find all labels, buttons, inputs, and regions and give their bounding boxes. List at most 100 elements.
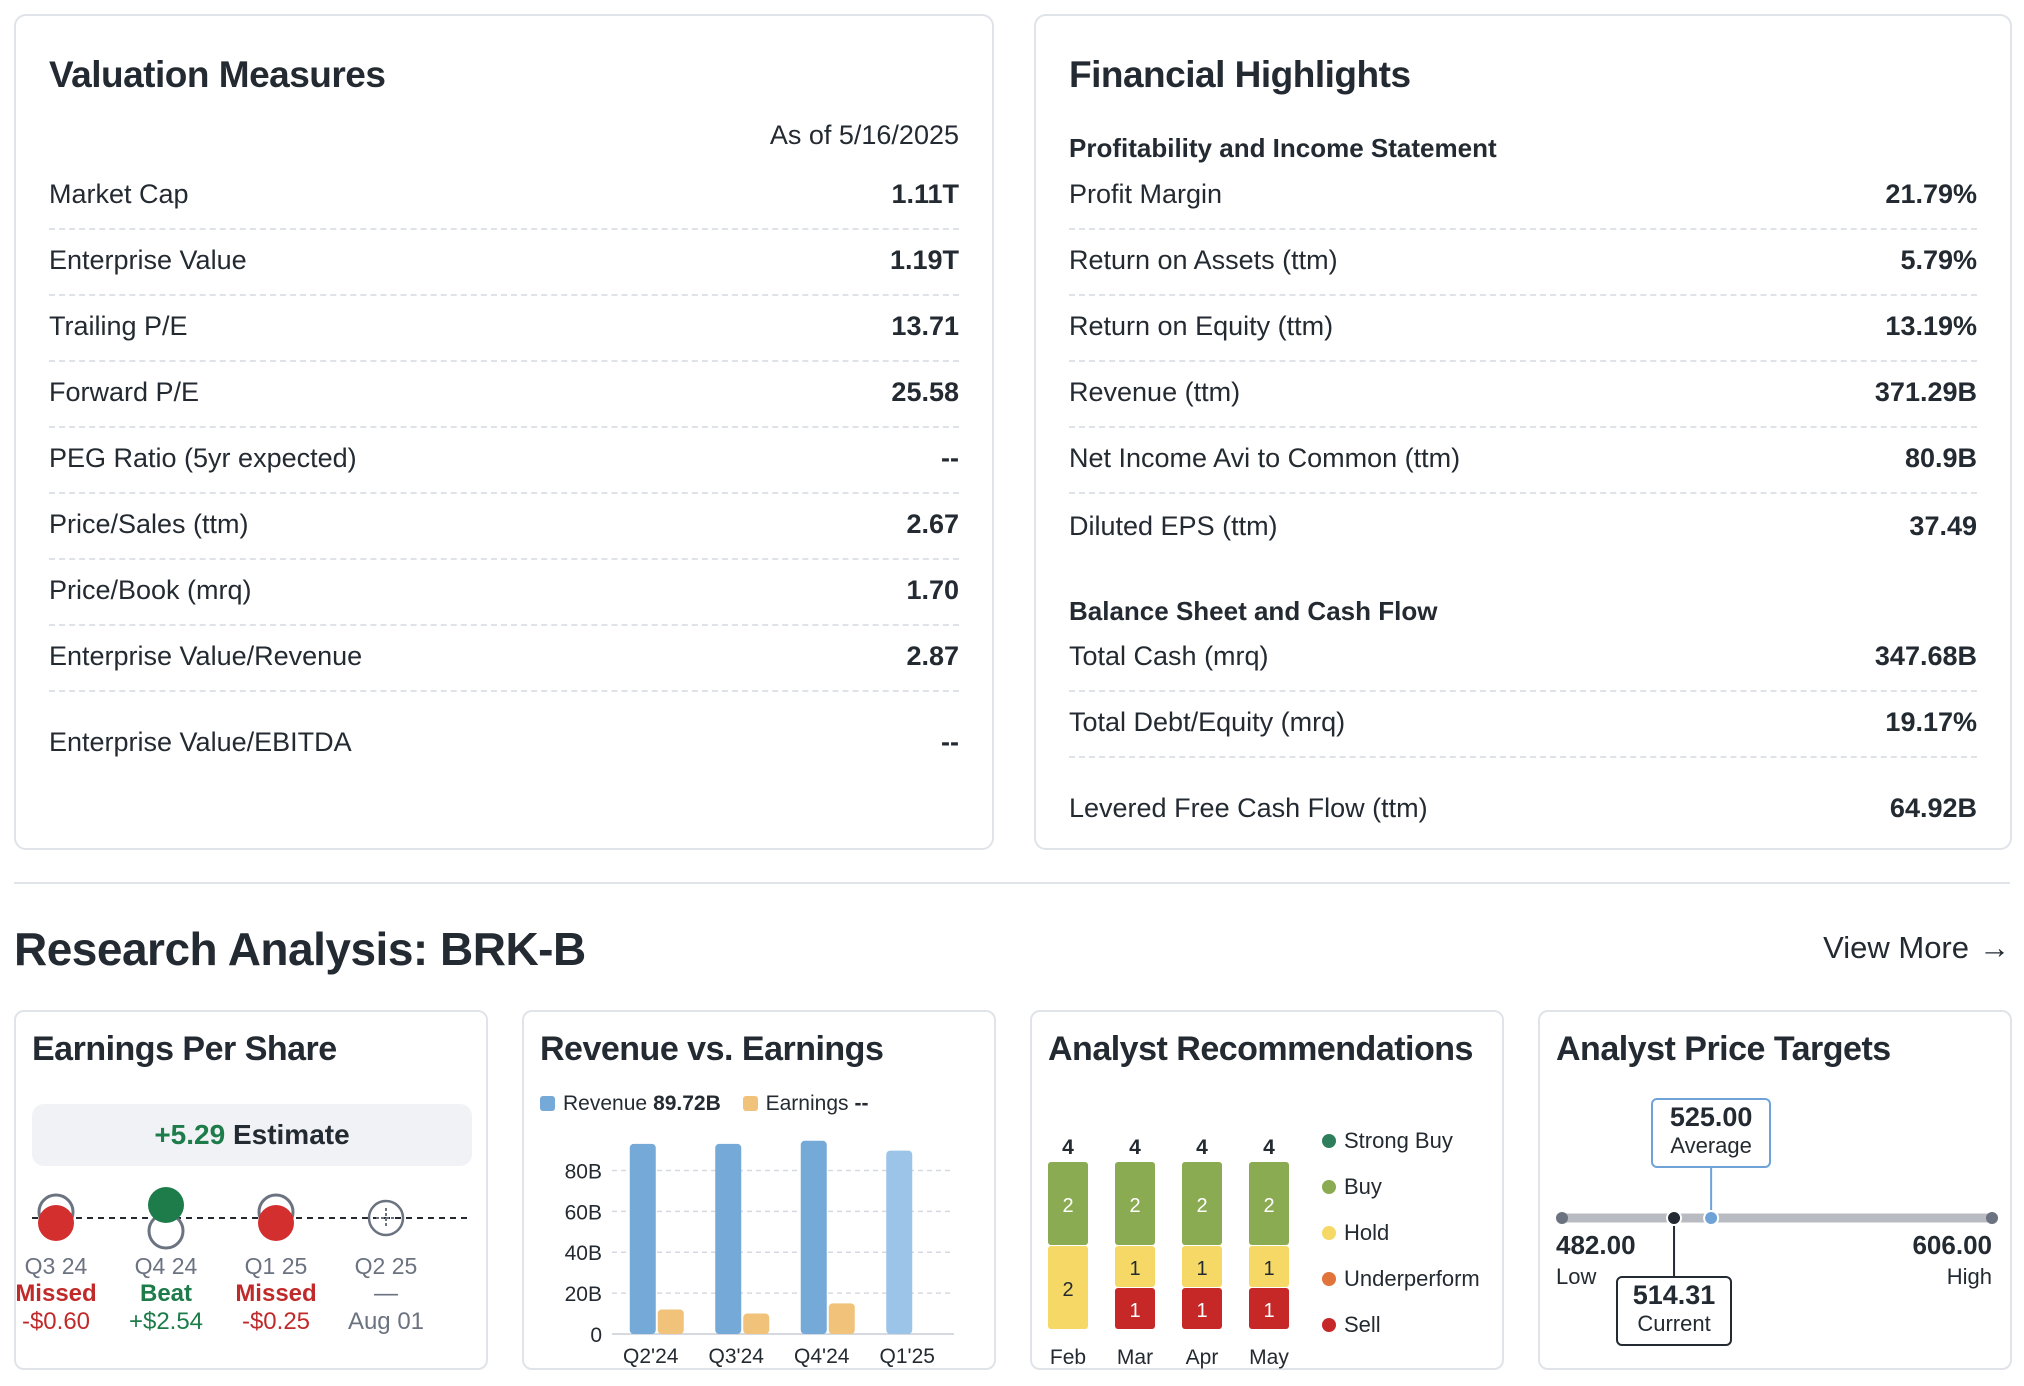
revenue-bar [715,1143,742,1334]
segment-value: 2 [1196,1195,1207,1217]
earnings-bar [657,1309,684,1334]
bar-total: 4 [1263,1136,1275,1159]
legend-revenue-label: Revenue [563,1092,648,1115]
low-target-value: 482.00 [1556,1230,1636,1260]
row-value: 13.71 [891,311,959,341]
bar-total: 4 [1129,1136,1141,1159]
analyst-recommendations-card[interactable]: Analyst Recommendations 2 2 4 Feb 1 1 2 4 Mar 1 1 2… [1030,1010,1504,1370]
row-label: Enterprise Value/Revenue [49,641,363,671]
data-row: Profit Margin 21.79% [1069,164,1977,230]
y-tick-label: 60B [565,1201,602,1224]
legend-dot [1322,1272,1336,1286]
analyst-recs-legend: Strong Buy Buy Hold Underperform Sell [1322,1118,1480,1348]
row-value: 80.9B [1904,443,1977,473]
stack-segment [1048,1162,1088,1245]
eps-estimate-label: Estimate [232,1119,350,1150]
row-label: PEG Ratio (5yr expected) [49,443,357,473]
eps-amount: +$2.54 [128,1308,204,1335]
high-marker [1986,1212,1998,1224]
row-value: 19.17% [1885,707,1977,737]
legend-item: Sell [1322,1302,1480,1348]
stack-segment [1115,1288,1155,1329]
revenue-earnings-chart: 0 20B 40B 60B 80B Q2'24 Q3'24 Q4'24 Q1'25 [565,1140,954,1368]
x-tick-label: Q1'25 [880,1345,935,1368]
eps-quarter-label: Q3 24 [24,1253,88,1279]
earnings-bar [743,1313,770,1334]
month-label: Feb [1050,1346,1086,1369]
legend-item: Underperform [1322,1256,1480,1302]
high-target: 606.00 High [1896,1230,1992,1292]
segment-value: 1 [1263,1258,1274,1280]
eps-quarter-label: Q1 25 [244,1253,308,1279]
average-target-box: 525.00 Average [1651,1098,1772,1168]
actual-beat-dot [148,1187,184,1223]
row-label: Levered Free Cash Flow (ttm) [1069,793,1428,823]
arrow-right-icon: → [1979,930,2010,965]
row-value: 347.68B [1874,641,1977,671]
row-label: Forward P/E [49,377,200,407]
eps-amount: -$0.60 [21,1308,91,1335]
legend-item: Hold [1322,1210,1480,1256]
data-row: Price/Sales (ttm) 2.67 [49,494,959,560]
legend-label: Sell [1344,1312,1381,1337]
row-value: 37.49 [1909,511,1977,541]
row-label: Price/Sales (ttm) [49,509,249,539]
profitability-heading: Profitability and Income Statement [1069,133,1497,163]
segment-value: 2 [1129,1195,1140,1217]
current-marker [1666,1210,1683,1226]
view-more-link[interactable]: View More → [1823,930,2010,966]
as-of-date: As of 5/16/2025 [769,120,959,150]
legend-label: Underperform [1344,1266,1480,1291]
actual-missed-dot [258,1205,294,1241]
month-label: May [1249,1346,1289,1369]
eps-card[interactable]: Earnings Per Share +5.29 Estimate Q3 24 M… [14,1010,488,1370]
eps-quarter-column: Q3 24 Missed -$0.60 [1,1252,111,1336]
data-row: Trailing P/E 13.71 [49,296,959,362]
row-value: 1.70 [906,575,959,605]
x-tick-label: Q4'24 [794,1345,850,1368]
eps-result: Missed [235,1280,317,1307]
month-label: Apr [1186,1346,1219,1369]
eps-chart [32,1187,472,1250]
average-target-label: Average [1670,1133,1752,1158]
bar-total: 4 [1196,1136,1208,1159]
section-divider [14,882,2010,884]
earnings-bar [828,1303,855,1334]
x-tick-label: Q3'24 [709,1345,765,1368]
legend-dot [1322,1318,1336,1332]
price-target-track [1556,1168,1998,1276]
view-more-label: View More [1823,930,1969,965]
financial-title: Financial Highlights [1069,54,1411,95]
data-row: Price/Book (mrq) 1.70 [49,560,959,626]
revenue-earnings-title: Revenue vs. Earnings [540,1030,884,1068]
data-row: Total Debt/Equity (mrq) 19.17% [1069,692,1977,758]
stack-segment [1182,1246,1222,1287]
y-tick-label: 0 [590,1324,602,1347]
analyst-price-targets-card[interactable]: Analyst Price Targets 525.00 Average 514… [1538,1010,2012,1370]
row-label: Profit Margin [1069,179,1223,209]
current-price-box: 514.31 Current [1616,1276,1733,1346]
stack-segment [1249,1288,1289,1329]
eps-amount: Aug 01 [347,1308,425,1335]
actual-missed-dot [38,1205,74,1241]
revenue-earnings-card[interactable]: Revenue vs. Earnings Revenue 89.72B Earni… [522,1010,996,1370]
stack-segment [1115,1246,1155,1287]
data-row: Market Cap 1.11T [49,164,959,230]
current-price-label: Current [1637,1311,1711,1336]
row-label: Price/Book (mrq) [49,575,252,605]
legend-dot [1322,1180,1336,1194]
legend-item: Strong Buy [1322,1118,1480,1164]
stack-segment [1048,1246,1088,1329]
stack-segment [1115,1162,1155,1245]
row-label: Trailing P/E [49,311,188,341]
upcoming-ring [367,1199,405,1237]
row-label: Enterprise Value/EBITDA [49,727,352,757]
stack-segment [1249,1246,1289,1287]
eps-quarter-column: Q2 25— Aug 01 [331,1252,441,1336]
data-row: Enterprise Value/Revenue 2.87 [49,626,959,692]
legend-label: Strong Buy [1344,1128,1453,1153]
row-label: Total Cash (mrq) [1069,641,1269,671]
analyst-recs-title: Analyst Recommendations [1048,1030,1473,1068]
stack-segment [1182,1288,1222,1329]
segment-value: 1 [1129,1300,1140,1322]
